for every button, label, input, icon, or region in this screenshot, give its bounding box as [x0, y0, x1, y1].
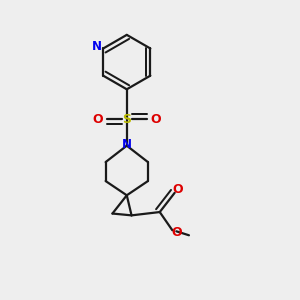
Text: S: S: [122, 112, 131, 126]
Text: N: N: [92, 40, 102, 53]
Text: O: O: [171, 226, 182, 239]
Text: O: O: [150, 112, 161, 126]
Text: O: O: [172, 183, 183, 196]
Text: O: O: [93, 112, 103, 126]
Text: N: N: [122, 138, 132, 151]
